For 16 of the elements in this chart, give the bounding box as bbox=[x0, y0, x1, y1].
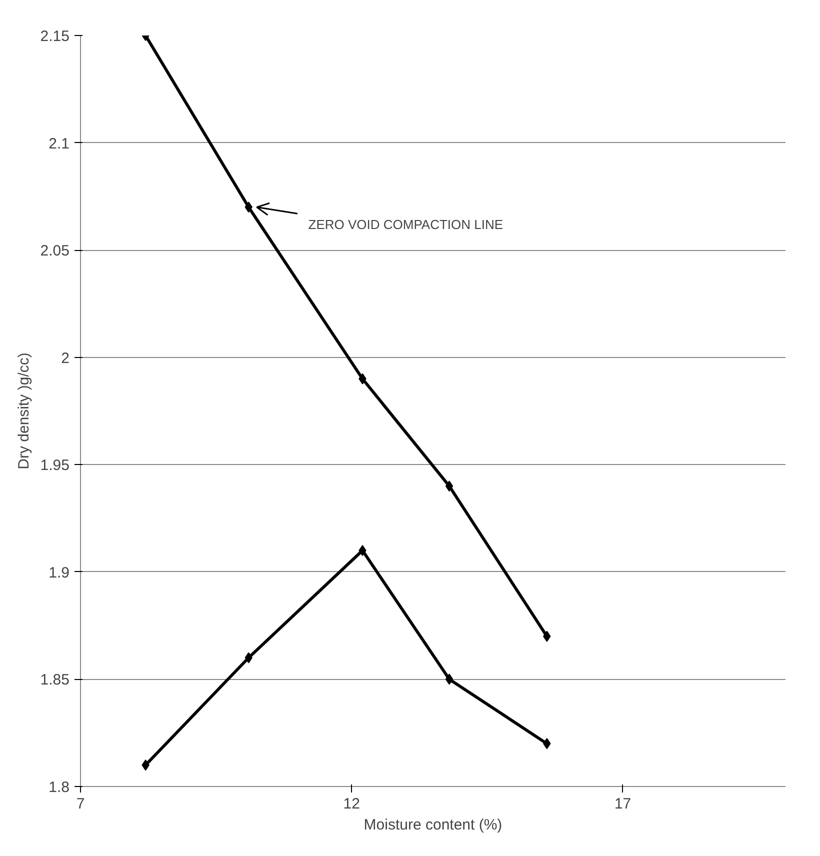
y-tick-label: 2 bbox=[61, 350, 70, 367]
point bbox=[445, 674, 454, 685]
annotation: ZERO VOID COMPACTION LINE bbox=[308, 216, 504, 232]
x-tick-label: 7 bbox=[76, 796, 85, 812]
point bbox=[445, 480, 454, 492]
y-axis-title: Dry density )g/cc) bbox=[15, 352, 32, 470]
x-tick-label: 12 bbox=[343, 796, 360, 812]
y-tick-label: 1.9 bbox=[48, 564, 70, 582]
y-tick-label: 2.05 bbox=[40, 242, 70, 260]
y-tick-label: 2.1 bbox=[48, 135, 70, 152]
y-tick-label: 1.85 bbox=[40, 672, 70, 689]
y-tick-label: 1.8 bbox=[48, 779, 70, 796]
y-tick-label: 1.95 bbox=[40, 457, 70, 474]
x-axis-title: Moisture content (%) bbox=[364, 816, 502, 834]
x-tick-label: 17 bbox=[614, 796, 632, 812]
y-tick-label: 2.15 bbox=[40, 28, 70, 45]
